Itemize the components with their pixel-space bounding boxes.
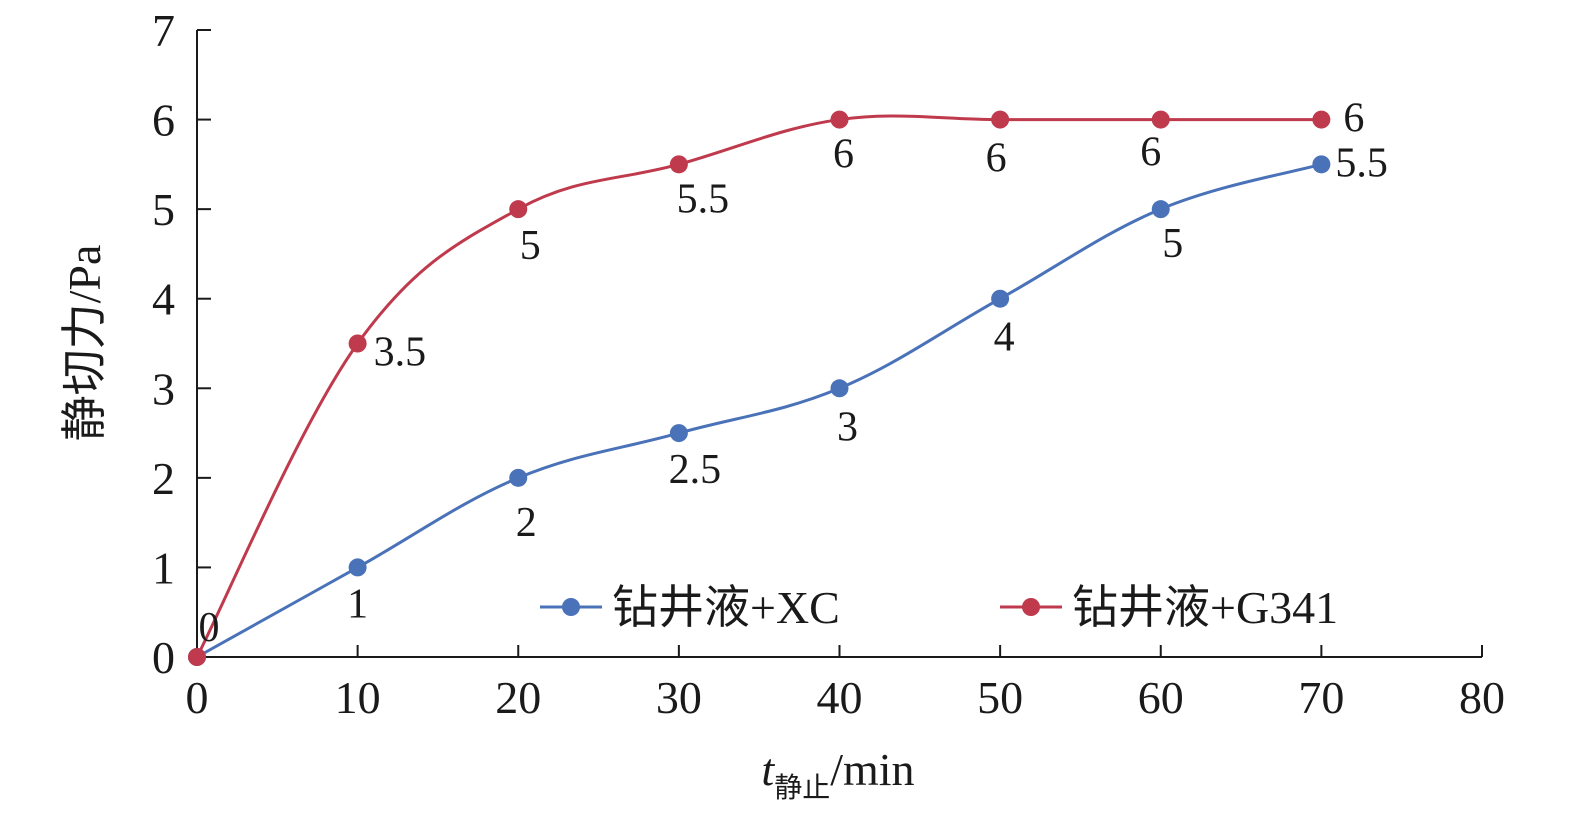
data-point bbox=[1151, 110, 1170, 129]
x-axis-title-unit: /min bbox=[830, 744, 914, 795]
series-line bbox=[196, 162, 1322, 659]
y-tick-label: 7 bbox=[152, 5, 175, 56]
y-tick-label: 5 bbox=[152, 184, 175, 235]
x-tick-label: 40 bbox=[817, 672, 863, 723]
data-label: 3.5 bbox=[374, 330, 427, 376]
x-axis-title: t静止/min bbox=[761, 744, 914, 804]
legend-label: 钻井液+XC bbox=[612, 582, 840, 633]
x-tick-label: 20 bbox=[495, 672, 541, 723]
y-tick-label: 6 bbox=[152, 95, 175, 146]
y-tick-label: 0 bbox=[152, 632, 175, 683]
data-label: 2 bbox=[516, 500, 537, 546]
data-label: 5 bbox=[520, 223, 541, 269]
data-label: 1 bbox=[347, 581, 368, 627]
x-tick-label: 30 bbox=[656, 672, 702, 723]
y-ticks: 0 1 2 3 4 5 6 7 bbox=[152, 5, 211, 683]
y-tick-label: 3 bbox=[152, 363, 175, 414]
data-label: 4 bbox=[994, 315, 1015, 361]
series-line bbox=[195, 114, 1322, 658]
data-label: 5.5 bbox=[677, 176, 730, 222]
data-label: 6 bbox=[1140, 130, 1161, 176]
data-point bbox=[188, 648, 206, 666]
legend-label: 钻井液+G341 bbox=[1072, 582, 1338, 633]
data-label: 0 bbox=[199, 605, 220, 651]
legend-marker bbox=[562, 598, 580, 616]
y-tick-label: 2 bbox=[152, 453, 175, 504]
data-point bbox=[509, 200, 528, 219]
data-point bbox=[348, 334, 367, 353]
data-point bbox=[1312, 155, 1331, 174]
x-tick-label: 0 bbox=[186, 672, 209, 723]
data-point bbox=[991, 110, 1010, 129]
x-axis-title-var: t bbox=[761, 744, 775, 795]
data-label: 3 bbox=[837, 404, 858, 450]
x-tick-label: 50 bbox=[977, 672, 1023, 723]
x-tick-label: 80 bbox=[1459, 672, 1505, 723]
data-label: 2.5 bbox=[669, 447, 722, 493]
x-axis-title-subscript: 静止 bbox=[774, 772, 830, 804]
data-point bbox=[1312, 110, 1331, 129]
legend: 钻井液+XC 钻井液+G341 bbox=[540, 582, 1338, 633]
data-label: 5 bbox=[1162, 221, 1183, 267]
data-point bbox=[830, 379, 849, 398]
y-tick-label: 1 bbox=[152, 542, 175, 593]
legend-marker bbox=[1022, 598, 1040, 616]
data-label: 6 bbox=[1343, 96, 1364, 142]
data-point bbox=[830, 110, 849, 129]
data-label: 5.5 bbox=[1335, 140, 1388, 186]
x-tick-label: 70 bbox=[1298, 672, 1344, 723]
x-tick-label: 10 bbox=[335, 672, 381, 723]
data-point bbox=[669, 155, 688, 174]
y-axis-title: 静切力/Pa bbox=[59, 245, 110, 442]
data-point bbox=[1151, 200, 1170, 219]
data-point bbox=[991, 289, 1010, 308]
x-ticks: 0 10 20 30 40 50 60 70 80 bbox=[186, 645, 1505, 723]
data-point bbox=[669, 424, 688, 443]
data-point bbox=[348, 558, 367, 577]
data-label: 6 bbox=[986, 136, 1007, 182]
data-label: 6 bbox=[833, 132, 854, 178]
y-tick-label: 4 bbox=[152, 274, 175, 325]
data-point bbox=[509, 468, 528, 487]
x-tick-label: 60 bbox=[1138, 672, 1184, 723]
series-layer bbox=[188, 110, 1331, 666]
